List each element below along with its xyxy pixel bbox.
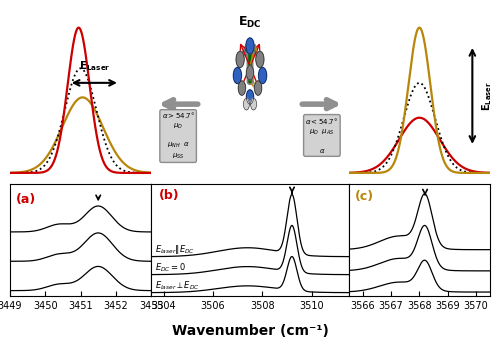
Circle shape [246,90,254,104]
Text: $E_{DC}=0$: $E_{DC}=0$ [155,261,186,274]
Text: $E_{laser}\perp E_{DC}$: $E_{laser}\perp E_{DC}$ [155,279,200,292]
Circle shape [246,38,254,54]
Text: $E_{laser} \| E_{DC}$: $E_{laser} \| E_{DC}$ [155,243,195,256]
Circle shape [250,98,256,110]
Text: (a): (a) [16,193,36,206]
Circle shape [244,98,250,110]
Circle shape [256,51,264,67]
Circle shape [238,81,246,95]
Text: Wavenumber (cm⁻¹): Wavenumber (cm⁻¹) [172,324,328,338]
Text: (b): (b) [159,189,180,202]
Text: $\alpha < 54.7°$
$\mu_D$  $\mu_{AS}$

$\alpha$: $\alpha < 54.7°$ $\mu_D$ $\mu_{AS}$ $\al… [306,116,338,155]
Circle shape [234,67,241,84]
Circle shape [258,67,266,84]
Text: $\mathbf{E_{DC}}$: $\mathbf{E_{DC}}$ [238,15,262,30]
Circle shape [246,66,254,80]
Text: $\alpha > 54.7°$
$\mu_D$

$\mu_{NH}$  $\alpha$
$\mu_{SS}$: $\alpha > 54.7°$ $\mu_D$ $\mu_{NH}$ $\al… [162,110,194,161]
Text: (c): (c) [354,190,374,203]
Text: $\mathbf{E_{Laser}}$: $\mathbf{E_{Laser}}$ [480,81,494,111]
Circle shape [254,81,262,95]
Text: $\mathbf{E_{Laser}}$: $\mathbf{E_{Laser}}$ [78,59,110,73]
Circle shape [236,51,244,67]
